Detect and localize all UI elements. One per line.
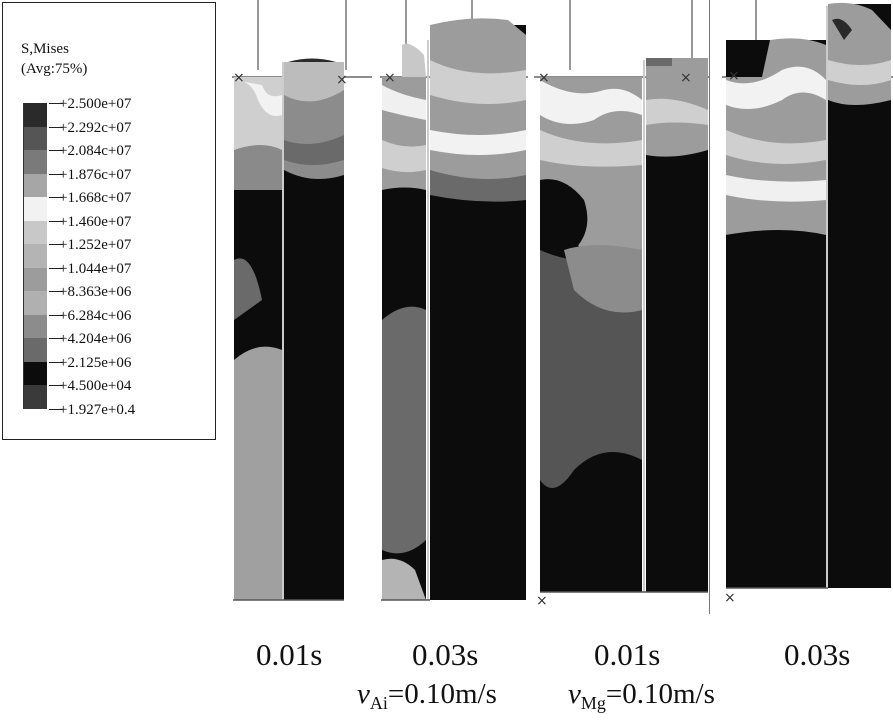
legend-swatch bbox=[23, 244, 47, 268]
legend-value-label: +1.668c+07 bbox=[59, 190, 132, 206]
caption-panel-1: 0.01s bbox=[256, 637, 323, 672]
stress-legend: S,Mises (Avg:75%) +2.500e+07 +2.292c+07 +2… bbox=[2, 2, 216, 440]
caption-panel-3: 0.01s bbox=[594, 637, 661, 672]
velocity-al-subscript: Ai bbox=[369, 693, 388, 713]
legend-tick bbox=[49, 267, 63, 269]
legend-swatch bbox=[23, 220, 47, 244]
svg-text:×: × bbox=[728, 68, 740, 84]
legend-tick bbox=[49, 314, 63, 316]
legend-tick bbox=[49, 291, 63, 292]
legend-swatch bbox=[23, 338, 47, 362]
velocity-al-value: =0.10m/s bbox=[387, 678, 497, 710]
svg-text:×: × bbox=[336, 72, 348, 88]
legend-value-label: +4.204e+06 bbox=[59, 331, 132, 347]
legend-swatch bbox=[23, 361, 47, 385]
velocity-mg-symbol: v bbox=[568, 678, 581, 710]
legend-swatch bbox=[23, 291, 47, 315]
legend-tick bbox=[49, 173, 63, 175]
legend-value-label: +4.500e+04 bbox=[59, 378, 132, 394]
contour-panel-mg-001s: × × × bbox=[534, 0, 710, 614]
legend-tick bbox=[49, 126, 63, 128]
legend-swatch bbox=[23, 385, 47, 409]
svg-text:×: × bbox=[680, 70, 692, 86]
caption-panel-4: 0.03s bbox=[784, 637, 851, 672]
legend-title: S,Mises (Avg:75%) bbox=[21, 39, 87, 79]
caption-panel-2: 0.03s bbox=[412, 637, 479, 672]
velocity-mg-value: =0.10m/s bbox=[605, 678, 715, 710]
legend-swatch bbox=[23, 197, 47, 221]
velocity-label-mg: vMg=0.10m/s bbox=[568, 678, 715, 714]
velocity-al-symbol: v bbox=[357, 678, 370, 710]
svg-text:×: × bbox=[724, 590, 736, 606]
velocity-label-al: vAi=0.10m/s bbox=[357, 678, 497, 714]
legend-value-label: +1.876c+07 bbox=[59, 166, 132, 183]
velocity-mg-subscript: Mg bbox=[580, 693, 606, 713]
legend-tick bbox=[49, 220, 63, 222]
legend-tick bbox=[49, 385, 63, 386]
legend-value-label: +2.292c+07 bbox=[59, 119, 132, 136]
legend-swatch bbox=[23, 103, 47, 127]
svg-text:×: × bbox=[536, 593, 548, 609]
legend-swatch bbox=[23, 150, 47, 174]
legend-value-label: +1.252e+07 bbox=[59, 237, 132, 253]
legend-tick bbox=[49, 408, 63, 410]
legend-tick bbox=[49, 103, 63, 104]
legend-swatch bbox=[23, 267, 47, 291]
legend-color-scale bbox=[23, 103, 49, 409]
legend-value-label: +1.460e+07 bbox=[59, 213, 132, 230]
legend-swatch bbox=[23, 314, 47, 338]
legend-tick bbox=[49, 150, 63, 151]
legend-title-averaging: (Avg:75%) bbox=[21, 61, 88, 77]
legend-tick bbox=[49, 338, 63, 339]
legend-value-label: +6.284c+06 bbox=[59, 307, 132, 324]
legend-value-label: +8.363e+06 bbox=[59, 284, 132, 300]
svg-text:×: × bbox=[384, 70, 396, 86]
svg-text:×: × bbox=[538, 70, 550, 86]
svg-text:×: × bbox=[233, 70, 245, 86]
contour-panel-mg-003s: × × bbox=[722, 0, 893, 610]
legend-tick bbox=[49, 361, 63, 363]
legend-swatch bbox=[23, 126, 47, 150]
legend-value-label: +2.125e+06 bbox=[59, 354, 132, 371]
legend-value-label: +2.500e+07 bbox=[59, 96, 132, 112]
legend-tick bbox=[49, 244, 63, 245]
legend-value-label: +1.044e+07 bbox=[59, 260, 132, 277]
legend-tick bbox=[49, 197, 63, 198]
contour-panel-al-003s: × bbox=[380, 0, 528, 610]
legend-value-label: +1.927e+0.4 bbox=[59, 401, 136, 418]
legend-value-labels: +2.500e+07 +2.292c+07 +2.084c+07 +1.876c+07… bbox=[59, 95, 135, 424]
legend-swatch bbox=[23, 173, 47, 197]
legend-title-variable: S,Mises bbox=[21, 41, 69, 57]
contour-panel-al-001s: × × bbox=[232, 0, 372, 610]
legend-value-label: +2.084c+07 bbox=[59, 143, 132, 159]
